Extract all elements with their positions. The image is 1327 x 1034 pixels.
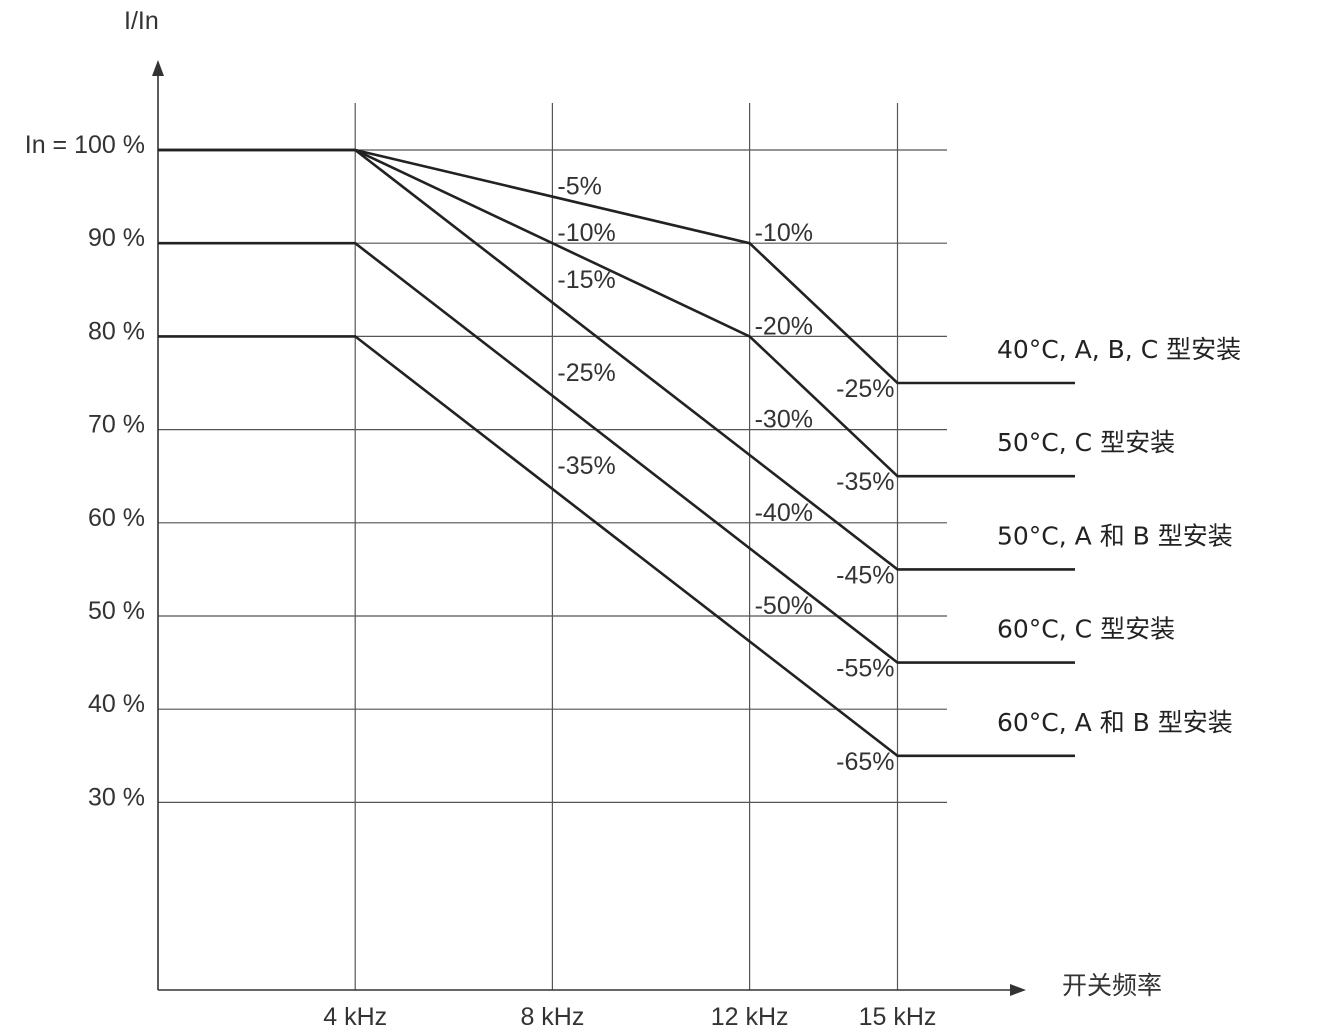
percent-annotation: -40%: [755, 499, 813, 527]
y-axis-title: I/In: [124, 7, 159, 35]
percent-annotation: -20%: [755, 312, 813, 340]
percent-annotation: -10%: [557, 219, 615, 247]
grid-lines: [158, 103, 947, 990]
x-axis-arrow: [1010, 984, 1026, 996]
percent-annotation: -30%: [755, 406, 813, 434]
y-axis-arrow: [152, 60, 164, 76]
axes: I/In 开关频率: [124, 7, 1162, 1000]
x-axis-title: 开关频率: [1062, 972, 1162, 1000]
percent-annotation: -5%: [557, 173, 601, 201]
percent-annotation: -45%: [836, 561, 894, 589]
percent-annotations: -5%-10%-15%-25%-35%-10%-20%-30%-40%-50%-…: [557, 173, 894, 776]
x-tick-label: 8 kHz: [520, 1003, 584, 1031]
tick-labels: In = 100 % 90 % 80 % 70 % 60 % 50 % 40 % 30 % 4 …: [25, 131, 937, 1031]
percent-annotation: -35%: [836, 468, 894, 496]
percent-annotation: -25%: [836, 375, 894, 403]
y-tick-label: 70 %: [88, 411, 145, 439]
y-tick-label: 30 %: [88, 783, 145, 811]
y-tick-label: In = 100 %: [25, 131, 145, 159]
series-line: [158, 148, 1075, 385]
series-name-label: 40°C, A, B, C 型安装: [997, 335, 1241, 364]
series-name-label: 60°C, C 型安装: [997, 615, 1175, 644]
percent-annotation: -25%: [557, 359, 615, 387]
y-tick-label: 40 %: [88, 690, 145, 718]
series-name-label: 50°C, C 型安装: [997, 428, 1175, 457]
y-tick-label: 50 %: [88, 597, 145, 625]
series-line: [158, 148, 1075, 571]
percent-annotation: -55%: [836, 655, 894, 683]
percent-annotation: -15%: [557, 266, 615, 294]
percent-annotation: -50%: [755, 592, 813, 620]
series-line: [158, 335, 1075, 758]
y-tick-label: 90 %: [88, 224, 145, 252]
x-tick-label: 12 kHz: [711, 1003, 789, 1031]
percent-annotation: -65%: [836, 748, 894, 776]
percent-annotation: -10%: [755, 219, 813, 247]
percent-annotation: -35%: [557, 452, 615, 480]
x-tick-label: 15 kHz: [859, 1003, 937, 1031]
y-tick-label: 80 %: [88, 317, 145, 345]
series-name-label: 60°C, A 和 B 型安装: [997, 708, 1233, 737]
series-labels: 40°C, A, B, C 型安装 50°C, C 型安装 50°C, A 和 B …: [997, 335, 1241, 737]
series-line: [158, 148, 1075, 478]
series-line: [158, 241, 1075, 664]
x-tick-label: 4 kHz: [323, 1003, 387, 1031]
series-name-label: 50°C, A 和 B 型安装: [997, 521, 1233, 550]
series-lines: [158, 148, 1075, 758]
y-tick-label: 60 %: [88, 504, 145, 532]
